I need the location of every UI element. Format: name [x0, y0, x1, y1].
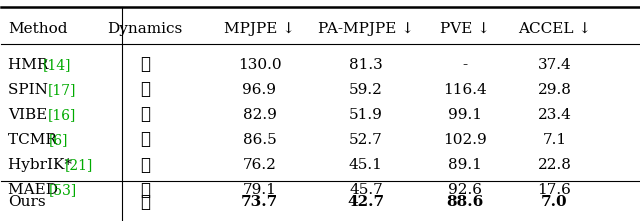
Text: Ours: Ours — [8, 195, 45, 209]
Text: ✓: ✓ — [140, 194, 150, 211]
Text: 17.6: 17.6 — [538, 183, 572, 197]
Text: 130.0: 130.0 — [237, 58, 281, 72]
Text: [21]: [21] — [65, 158, 93, 172]
Text: ✗: ✗ — [140, 81, 150, 98]
Text: [14]: [14] — [43, 58, 71, 72]
Text: 51.9: 51.9 — [349, 108, 383, 122]
Text: 45.1: 45.1 — [349, 158, 383, 172]
Text: MPJPE ↓: MPJPE ↓ — [224, 22, 295, 36]
Text: 22.8: 22.8 — [538, 158, 572, 172]
Text: HybrIK*: HybrIK* — [8, 158, 77, 172]
Text: VIBE: VIBE — [8, 108, 52, 122]
Text: 99.1: 99.1 — [448, 108, 483, 122]
Text: 76.2: 76.2 — [243, 158, 276, 172]
Text: [6]: [6] — [49, 133, 68, 147]
Text: [53]: [53] — [49, 183, 77, 197]
Text: ✗: ✗ — [140, 182, 150, 199]
Text: [16]: [16] — [47, 108, 76, 122]
Text: 45.7: 45.7 — [349, 183, 383, 197]
Text: 88.6: 88.6 — [447, 195, 484, 209]
Text: 23.4: 23.4 — [538, 108, 572, 122]
Text: 37.4: 37.4 — [538, 58, 572, 72]
Text: 59.2: 59.2 — [349, 83, 383, 97]
Text: 92.6: 92.6 — [448, 183, 483, 197]
Text: 116.4: 116.4 — [444, 83, 487, 97]
Text: MAED: MAED — [8, 183, 63, 197]
Text: 29.8: 29.8 — [538, 83, 572, 97]
Text: 52.7: 52.7 — [349, 133, 383, 147]
Text: 79.1: 79.1 — [243, 183, 276, 197]
Text: TCMR: TCMR — [8, 133, 61, 147]
Text: PA-MPJPE ↓: PA-MPJPE ↓ — [318, 22, 414, 36]
Text: HMR: HMR — [8, 58, 53, 72]
Text: [17]: [17] — [47, 83, 76, 97]
Text: 7.1: 7.1 — [543, 133, 566, 147]
Text: ✗: ✗ — [140, 106, 150, 123]
Text: ✗: ✗ — [140, 131, 150, 149]
Text: ✗: ✗ — [140, 56, 150, 73]
Text: 81.3: 81.3 — [349, 58, 383, 72]
Text: ✗: ✗ — [140, 156, 150, 173]
Text: 102.9: 102.9 — [444, 133, 487, 147]
Text: 82.9: 82.9 — [243, 108, 276, 122]
Text: -: - — [463, 58, 468, 72]
Text: SPIN: SPIN — [8, 83, 52, 97]
Text: 7.0: 7.0 — [541, 195, 568, 209]
Text: 42.7: 42.7 — [348, 195, 385, 209]
Text: PVE ↓: PVE ↓ — [440, 22, 490, 36]
Text: 86.5: 86.5 — [243, 133, 276, 147]
Text: 73.7: 73.7 — [241, 195, 278, 209]
Text: 96.9: 96.9 — [243, 83, 276, 97]
Text: ACCEL ↓: ACCEL ↓ — [518, 22, 591, 36]
Text: 89.1: 89.1 — [449, 158, 482, 172]
Text: Method: Method — [8, 22, 67, 36]
Text: Dynamics: Dynamics — [107, 22, 182, 36]
